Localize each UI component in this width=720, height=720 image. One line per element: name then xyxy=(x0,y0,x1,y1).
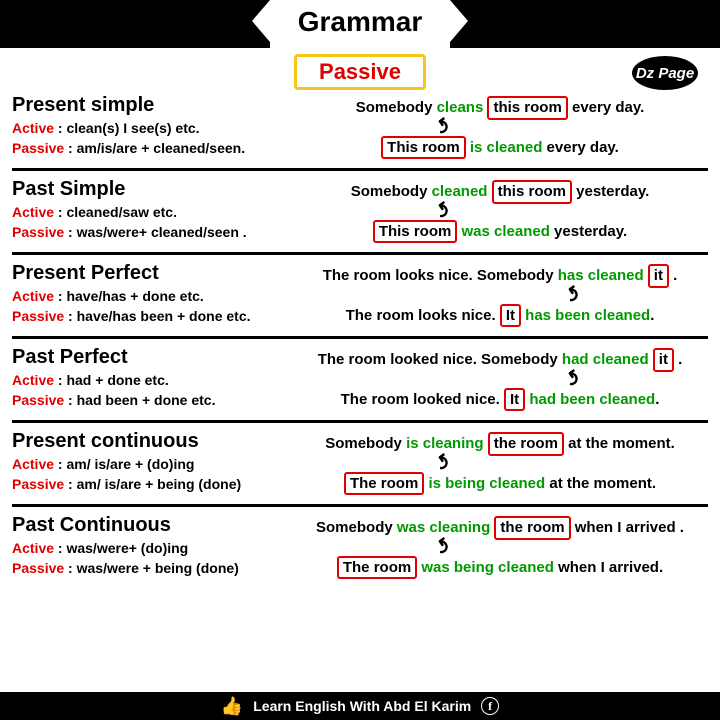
passive-rule: Passive : was/were+ cleaned/seen . xyxy=(12,223,292,243)
active-rule: Active : was/were+ (do)ing xyxy=(12,539,292,559)
example-active: Somebody cleaned this room yesterday. xyxy=(292,180,708,204)
passive-rule: Passive : was/were + being (done) xyxy=(12,559,292,579)
footer-bar: 👍 Learn English With Abd El Karim f xyxy=(0,692,720,720)
tense-title: Past Simple xyxy=(12,178,292,201)
example-active: Somebody is cleaning the room at the mom… xyxy=(292,432,708,456)
tense-title: Present simple xyxy=(12,94,292,117)
example-passive: The room looks nice. It has been cleaned… xyxy=(292,304,708,328)
example-passive: The room is being cleaned at the moment. xyxy=(292,472,708,496)
facebook-icon: f xyxy=(481,697,499,715)
active-rule: Active : am/ is/are + (do)ing xyxy=(12,455,292,475)
example-active: The room looks nice. Somebody has cleane… xyxy=(292,264,708,288)
passive-rule: Passive : am/ is/are + being (done) xyxy=(12,475,292,495)
example-active: Somebody was cleaning the room when I ar… xyxy=(292,516,708,540)
dz-badge: Dz Page xyxy=(632,56,698,90)
divider xyxy=(12,252,708,255)
divider xyxy=(12,504,708,507)
divider xyxy=(12,336,708,339)
content: Present simpleActive : clean(s) I see(s)… xyxy=(0,90,720,585)
subtitle-badge: Passive xyxy=(294,54,426,90)
thumb-icon: 👍 xyxy=(221,696,243,717)
footer-text: Learn English With Abd El Karim xyxy=(253,698,471,714)
tense-section: Present simpleActive : clean(s) I see(s)… xyxy=(12,90,708,165)
active-rule: Active : clean(s) I see(s) etc. xyxy=(12,119,292,139)
divider xyxy=(12,168,708,171)
tense-title: Past Continuous xyxy=(12,514,292,537)
header-bar: Grammar xyxy=(0,0,720,48)
tense-title: Past Perfect xyxy=(12,346,292,369)
tense-section: Past ContinuousActive : was/were+ (do)in… xyxy=(12,510,708,585)
divider xyxy=(12,420,708,423)
example-passive: This room is cleaned every day. xyxy=(292,136,708,160)
active-rule: Active : have/has + done etc. xyxy=(12,287,292,307)
tense-title: Present Perfect xyxy=(12,262,292,285)
passive-rule: Passive : have/has been + done etc. xyxy=(12,307,292,327)
example-active: Somebody cleans this room every day. xyxy=(292,96,708,120)
tense-title: Present continuous xyxy=(12,430,292,453)
page-title: Grammar xyxy=(270,0,451,48)
example-active: The room looked nice. Somebody had clean… xyxy=(292,348,708,372)
active-rule: Active : cleaned/saw etc. xyxy=(12,203,292,223)
example-passive: The room was being cleaned when I arrive… xyxy=(292,556,708,580)
tense-section: Present continuousActive : am/ is/are + … xyxy=(12,426,708,501)
tense-section: Past PerfectActive : had + done etc.Pass… xyxy=(12,342,708,417)
tense-section: Past SimpleActive : cleaned/saw etc.Pass… xyxy=(12,174,708,249)
passive-rule: Passive : had been + done etc. xyxy=(12,391,292,411)
example-passive: The room looked nice. It had been cleane… xyxy=(292,388,708,412)
passive-rule: Passive : am/is/are + cleaned/seen. xyxy=(12,139,292,159)
active-rule: Active : had + done etc. xyxy=(12,371,292,391)
example-passive: This room was cleaned yesterday. xyxy=(292,220,708,244)
subtitle-row: Passive Dz Page xyxy=(0,54,720,90)
tense-section: Present PerfectActive : have/has + done … xyxy=(12,258,708,333)
